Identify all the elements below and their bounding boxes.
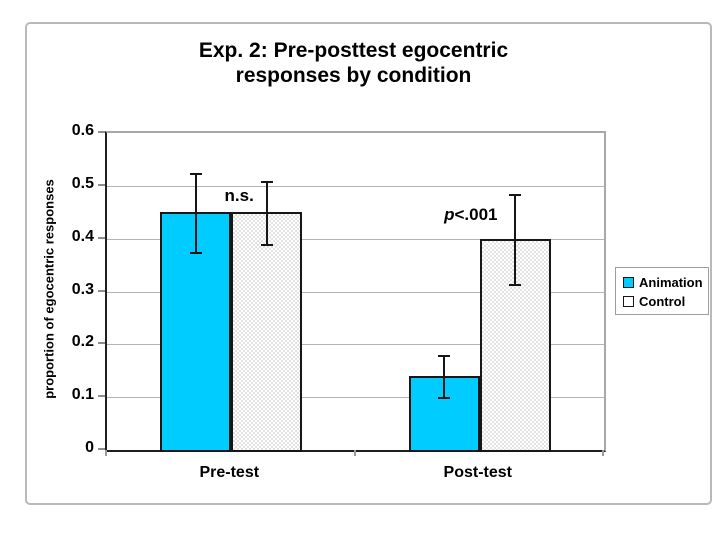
animation-swatch-icon: [623, 277, 634, 288]
legend-item-control: Control: [623, 292, 708, 311]
significance-annotation: p<.001: [444, 205, 497, 225]
y-tick-mark: [98, 342, 105, 345]
error-bar-cap: [509, 194, 521, 196]
bar-control-pre-test: [231, 212, 302, 452]
error-bar-line: [514, 194, 516, 284]
error-bar-cap: [509, 284, 521, 286]
y-tick-label: 0: [85, 439, 94, 456]
control-swatch-icon: [623, 296, 634, 307]
error-bar-line: [443, 355, 445, 397]
significance-annotation: n.s.: [225, 186, 254, 206]
gridline: [107, 344, 604, 345]
x-label-pretest: Pre-test: [199, 464, 260, 481]
chart-title-line2: responses by condition: [235, 64, 472, 87]
legend: Animation Control: [615, 267, 709, 315]
y-tick-label: 0.1: [71, 386, 94, 404]
y-tick-mark: [98, 236, 105, 239]
annotation-text: <.001: [454, 204, 498, 224]
legend-item-animation: Animation: [623, 273, 708, 292]
gridline: [107, 186, 604, 187]
x-tick-mark: [105, 450, 107, 456]
error-bar-line: [195, 173, 197, 252]
y-tick-mark: [98, 448, 105, 450]
gridline: [107, 292, 604, 293]
y-tick-mark: [98, 183, 105, 186]
gridline: [107, 397, 604, 398]
y-tick-label: 0.5: [71, 174, 94, 192]
annotation-text: n.s.: [224, 186, 254, 206]
plot-area: n.s. p<.001: [105, 131, 606, 452]
error-bar-cap: [190, 252, 202, 254]
error-bar-cap: [261, 181, 273, 183]
y-tick-mark: [98, 289, 105, 292]
y-tick-label: 0.6: [71, 122, 94, 139]
x-tick-mark: [602, 450, 604, 456]
y-tick-mark: [98, 395, 105, 398]
error-bar-cap: [438, 355, 450, 357]
y-tick-label: 0.2: [71, 333, 94, 351]
y-tick-label: 0.4: [71, 227, 94, 245]
x-label-posttest: Post-test: [443, 464, 512, 481]
chart-title: Exp. 2: Pre-posttest egocentric response…: [105, 38, 602, 88]
x-tick-mark: [354, 450, 356, 456]
gridline: [107, 239, 604, 240]
error-bar-cap: [261, 244, 273, 246]
error-bar-cap: [438, 397, 450, 399]
chart-title-line1: Exp. 2: Pre-posttest egocentric: [198, 39, 509, 62]
error-bar-line: [266, 181, 268, 244]
y-tick-label: 0.3: [71, 280, 94, 298]
x-axis-labels: Pre-test Post-test: [105, 464, 602, 488]
annotation-italic: p: [444, 204, 455, 224]
legend-label-animation: Animation: [639, 275, 703, 290]
error-bar-cap: [190, 173, 202, 175]
y-tick-mark: [98, 131, 105, 133]
legend-label-control: Control: [639, 294, 686, 309]
